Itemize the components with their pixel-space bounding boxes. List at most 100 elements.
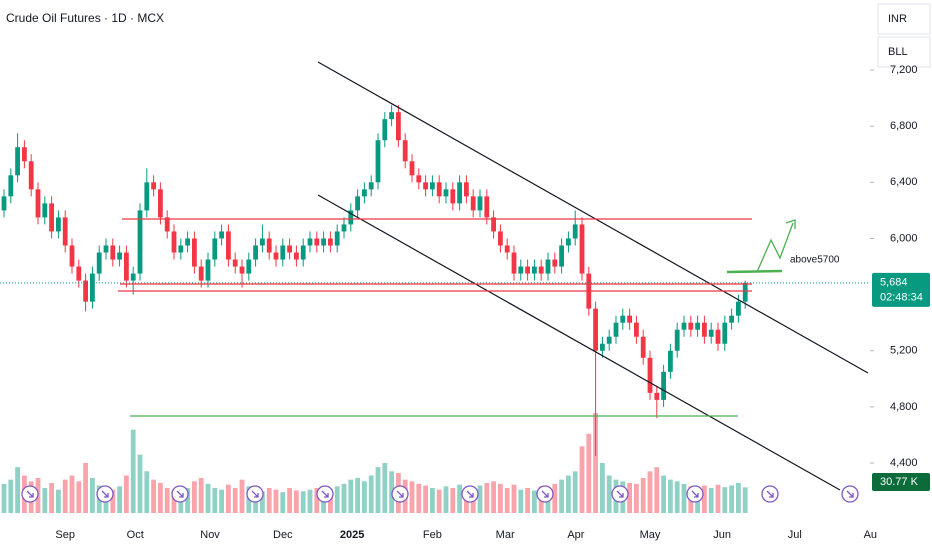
volume-bar	[137, 454, 143, 513]
volume-bar	[525, 488, 530, 513]
unit-box[interactable]	[877, 36, 931, 68]
volume-bar	[532, 490, 537, 513]
volume-bar	[42, 488, 48, 513]
candle-body	[416, 175, 422, 183]
volume-bar	[294, 490, 299, 513]
candle-body	[525, 266, 530, 274]
candle-body	[552, 259, 558, 267]
candle-body	[321, 238, 326, 246]
candle-body	[409, 161, 415, 176]
candle-body	[151, 182, 156, 190]
volume-bar	[239, 479, 245, 513]
event-icon-glyph	[466, 490, 474, 498]
candle-body	[69, 245, 75, 267]
candle-body	[198, 266, 204, 281]
candle-body	[232, 259, 238, 267]
candle-body	[355, 196, 360, 211]
volume-bar	[83, 463, 88, 513]
candle-body	[729, 315, 734, 323]
volume-bar	[158, 483, 163, 513]
candle-body	[498, 231, 503, 246]
volume-bar	[198, 478, 204, 513]
candle-body	[668, 350, 673, 372]
candle-body	[470, 196, 476, 211]
candle-body	[640, 336, 646, 358]
candle-body	[294, 252, 299, 260]
y-tick-label: 4,400	[890, 457, 918, 469]
y-tick-label: 6,000	[890, 232, 918, 244]
candle-body	[572, 224, 578, 239]
arrow-head	[785, 219, 796, 229]
volume-bar	[606, 475, 612, 513]
candle-body	[627, 315, 632, 323]
event-icon-glyph	[766, 490, 774, 498]
volume-bar	[144, 471, 150, 513]
candle-body	[661, 371, 666, 400]
candle-body	[287, 245, 292, 253]
event-icon-glyph	[251, 490, 259, 498]
currency-box[interactable]	[877, 3, 931, 35]
volume-bar	[702, 485, 707, 513]
volume-bar	[729, 485, 734, 513]
candle-body	[341, 224, 347, 232]
volume-bar	[640, 478, 646, 513]
channel-line	[317, 61, 869, 374]
candle-body	[511, 252, 517, 274]
x-tick-label: Jun	[713, 529, 731, 541]
volume-bar	[511, 484, 517, 513]
candle-body	[518, 266, 524, 274]
unit[interactable]: BLL	[888, 46, 908, 58]
candle-body	[688, 322, 694, 330]
candle-body	[164, 217, 170, 232]
currency[interactable]: INR	[888, 13, 907, 25]
last-price-label: 5,684	[880, 277, 908, 289]
volume-bar	[579, 446, 585, 513]
price-pane	[0, 105, 870, 457]
candle-body	[8, 175, 14, 197]
volume-bar	[171, 489, 177, 513]
candle-body	[239, 266, 245, 274]
volume-bar	[498, 483, 503, 513]
volume-bar	[375, 467, 381, 513]
candle-body	[504, 245, 510, 253]
candle-body	[579, 224, 585, 274]
candle-body	[702, 322, 707, 337]
candle-body	[246, 259, 252, 274]
candle-body	[491, 217, 496, 232]
x-tick-label: 2025	[340, 529, 364, 541]
volume-bar	[668, 479, 673, 513]
y-tick-label: 4,800	[890, 401, 918, 413]
candle-body	[647, 357, 653, 393]
volume-bar	[124, 475, 129, 513]
candle-body	[695, 322, 700, 330]
candle-body	[715, 329, 721, 344]
volume-bar	[674, 481, 680, 513]
candle-body	[15, 147, 20, 176]
candle-body	[443, 189, 449, 197]
volume-bar	[219, 489, 224, 513]
volume-bar	[341, 483, 347, 513]
candle-body	[681, 322, 687, 330]
volume-bar	[715, 484, 721, 513]
volume-bar	[722, 487, 728, 513]
candle-body	[300, 245, 306, 260]
volume-bar	[362, 481, 367, 513]
countdown: 02:48:34	[880, 292, 923, 304]
volume-bar	[450, 488, 456, 513]
volume-bar	[69, 475, 75, 513]
volume-bar	[742, 487, 748, 513]
candle-body	[178, 245, 184, 253]
event-icon-glyph	[101, 490, 109, 498]
volume-bar	[647, 471, 653, 513]
candle-body	[348, 210, 354, 225]
candle-body	[328, 238, 333, 246]
event-icon-glyph	[846, 490, 854, 498]
x-tick-label: Feb	[423, 529, 442, 541]
volume-bar	[185, 488, 190, 513]
x-tick-label: Apr	[567, 529, 584, 541]
candle-body	[674, 329, 680, 351]
annotation: above5700	[790, 255, 840, 266]
